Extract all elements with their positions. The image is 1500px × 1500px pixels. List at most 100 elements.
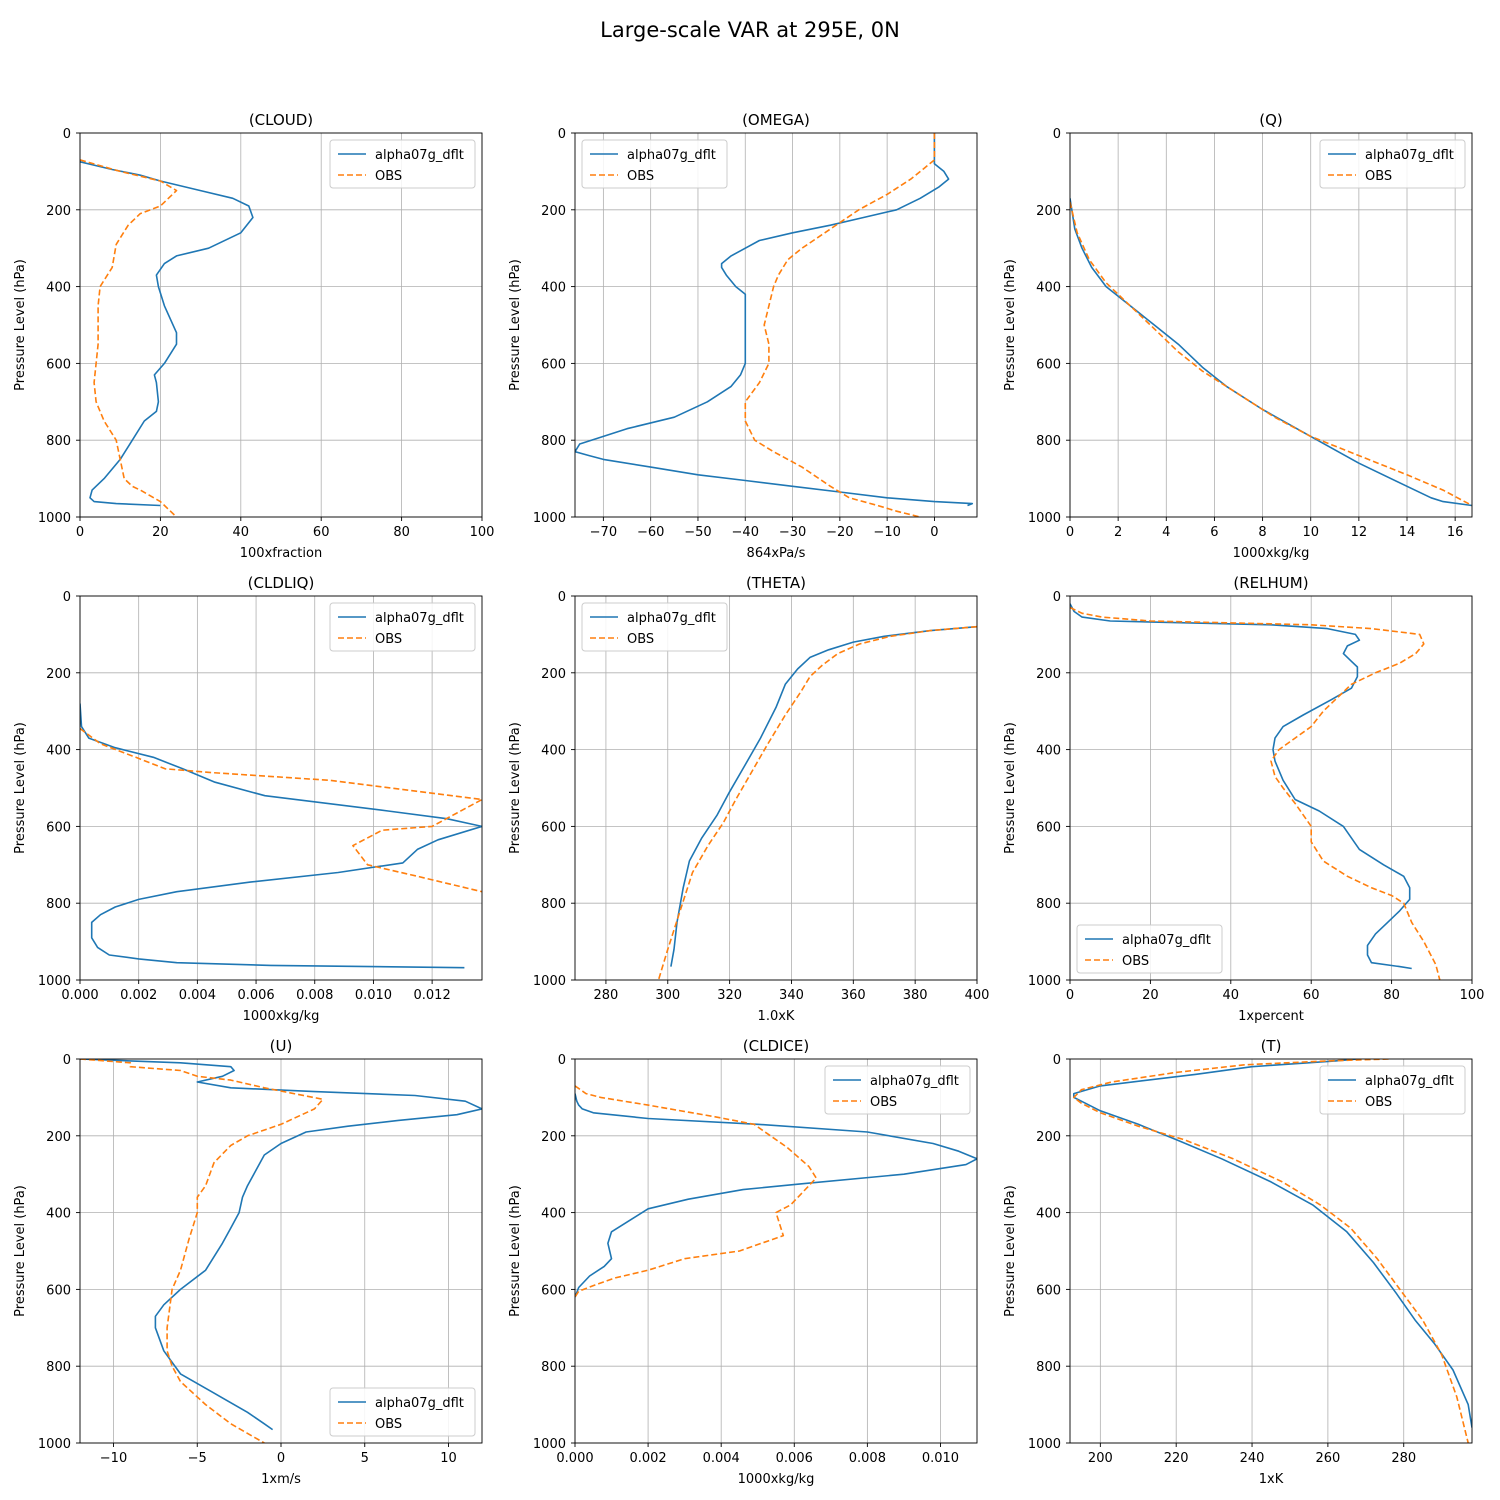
x-tick-label: −30	[779, 525, 806, 540]
y-tick-label: 1000	[533, 511, 566, 526]
x-tick-label: 0	[1066, 988, 1074, 1003]
y-tick-label: 600	[1036, 357, 1061, 372]
series-line-obs	[1070, 201, 1472, 507]
legend-box	[1076, 924, 1223, 974]
y-tick-label: 400	[1036, 744, 1061, 759]
legend-label: alpha07g_dflt	[627, 611, 716, 626]
legend: alpha07g_dflt OBS	[329, 139, 476, 189]
y-tick-label: 400	[541, 1207, 566, 1222]
y-tick-label: 200	[1036, 667, 1061, 682]
x-tick-label: 4	[1162, 525, 1170, 540]
y-tick-label: 200	[541, 667, 566, 682]
y-tick-label: 1000	[38, 974, 71, 989]
series-line-model	[1070, 603, 1412, 970]
axes-frame	[1069, 1058, 1473, 1444]
x-tick-label: −20	[826, 525, 853, 540]
legend-box	[824, 1065, 971, 1115]
x-tick-label: −70	[590, 525, 617, 540]
panel-theta: 280 300 320 340 360 380 400 0 200 400 600 800 1000 (T…	[508, 574, 989, 1024]
y-tick-label: 200	[541, 1130, 566, 1145]
x-tick-label: 0	[930, 525, 938, 540]
y-axis-label: Pressure Level (hPa)	[1003, 1185, 1018, 1317]
series-line-model	[1070, 198, 1472, 507]
legend-label: OBS	[375, 169, 402, 184]
y-tick-label: 400	[541, 281, 566, 296]
x-tick-label: 60	[313, 525, 330, 540]
x-tick-label: 0.012	[414, 988, 451, 1003]
x-tick-label: 240	[1240, 1451, 1265, 1466]
legend-box	[329, 602, 476, 652]
x-tick-label: 10	[1302, 525, 1319, 540]
y-tick-label: 0	[1053, 127, 1061, 142]
y-tick-label: 400	[46, 744, 71, 759]
legend-label: alpha07g_dflt	[1365, 1074, 1454, 1089]
axes-frame	[574, 132, 978, 518]
y-tick-label: 800	[46, 897, 71, 912]
y-tick-label: 600	[1036, 820, 1061, 835]
y-tick-label: 0	[63, 1053, 71, 1068]
y-tick-label: 1000	[1028, 1437, 1061, 1452]
y-tick-label: 200	[46, 204, 71, 219]
y-tick-label: 0	[558, 1053, 566, 1068]
x-tick-label: 2	[1114, 525, 1122, 540]
x-tick-label: 0.000	[61, 988, 98, 1003]
legend-label: OBS	[375, 1417, 402, 1432]
panel-title: (CLDLIQ)	[248, 574, 315, 592]
legend-label: alpha07g_dflt	[627, 148, 716, 163]
x-tick-label: 5	[361, 1451, 369, 1466]
x-tick-label: 60	[1303, 988, 1320, 1003]
y-axis-label: Pressure Level (hPa)	[1003, 722, 1018, 854]
legend-label: alpha07g_dflt	[1122, 933, 1211, 948]
legend-box	[1319, 1065, 1466, 1115]
series-line-obs	[1073, 1059, 1469, 1443]
series-line-model	[575, 133, 974, 507]
y-tick-label: 600	[541, 357, 566, 372]
y-axis-label: Pressure Level (hPa)	[13, 722, 28, 854]
y-tick-label: 400	[46, 1207, 71, 1222]
x-tick-label: 320	[717, 988, 742, 1003]
x-tick-label: 6	[1210, 525, 1218, 540]
axes-frame	[79, 132, 483, 518]
panel-cloud: 0 20 40 60 80 10002004006008001000(CLOUD)100x…	[13, 111, 494, 561]
x-tick-label: 20	[1142, 988, 1159, 1003]
x-tick-label: 16	[1447, 525, 1464, 540]
x-axis-label: 1xm/s	[261, 1472, 301, 1487]
y-tick-label: 0	[1053, 590, 1061, 605]
series-line-obs	[1070, 606, 1441, 980]
x-tick-label: 220	[1164, 1451, 1189, 1466]
y-tick-label: 600	[1036, 1283, 1061, 1298]
x-tick-label: 0.006	[237, 988, 274, 1003]
x-axis-label: 1000xkg/kg	[1233, 546, 1310, 561]
legend-label: OBS	[1122, 954, 1149, 969]
y-tick-label: 400	[1036, 281, 1061, 296]
x-tick-label: 100	[470, 525, 495, 540]
legend-label: alpha07g_dflt	[870, 1074, 959, 1089]
legend-label: OBS	[627, 632, 654, 647]
legend-box	[329, 1387, 476, 1437]
legend-label: OBS	[627, 169, 654, 184]
y-tick-label: 400	[46, 281, 71, 296]
x-tick-label: 40	[1223, 988, 1240, 1003]
y-tick-label: 1000	[1028, 974, 1061, 989]
x-tick-label: 80	[393, 525, 410, 540]
x-tick-label: 14	[1399, 525, 1416, 540]
legend-label: OBS	[870, 1095, 897, 1110]
x-tick-label: 0.006	[776, 1451, 813, 1466]
y-tick-label: 200	[46, 1130, 71, 1145]
panel-title: (Q)	[1259, 111, 1283, 129]
panel-title: (U)	[270, 1037, 293, 1055]
legend-label: alpha07g_dflt	[375, 1396, 464, 1411]
series-line-model	[670, 625, 977, 967]
legend-label: OBS	[1365, 1095, 1392, 1110]
panel-t: 200 220 240 260 280 0 200 400 600 800 1000 (T) 1xK Pr…	[1003, 1037, 1473, 1487]
y-tick-label: 400	[1036, 1207, 1061, 1222]
y-tick-label: 200	[46, 667, 71, 682]
x-tick-label: −10	[873, 525, 900, 540]
x-tick-label: 280	[1391, 1451, 1416, 1466]
series-line-model	[575, 1093, 977, 1298]
x-tick-label: 100	[1460, 988, 1485, 1003]
series-line-obs	[575, 1085, 818, 1298]
y-tick-label: 800	[541, 1360, 566, 1375]
y-tick-label: 0	[63, 590, 71, 605]
y-tick-label: 400	[541, 744, 566, 759]
